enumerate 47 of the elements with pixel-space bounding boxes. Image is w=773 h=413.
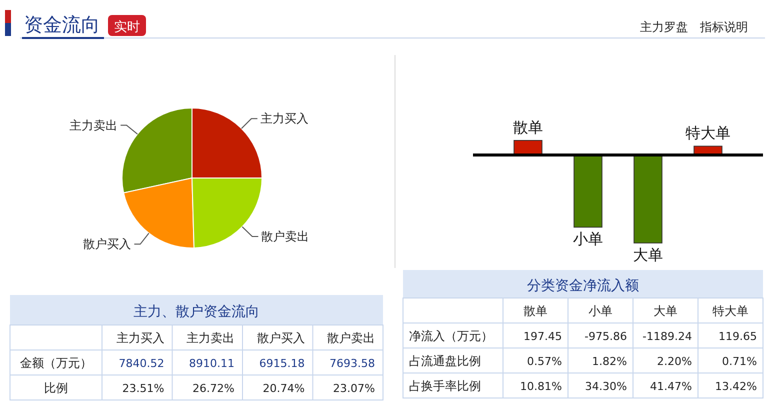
text: 23.51% [122, 382, 164, 395]
category-label: 主力买入 [116, 331, 164, 345]
text: 净流入（万元） [409, 329, 493, 343]
x-tick-label: 小单 [588, 304, 612, 318]
text: 20.74% [262, 382, 305, 395]
text: 6915.18 [259, 357, 305, 370]
text: 2.20% [657, 355, 692, 368]
text: 占流通盘比例 [409, 354, 481, 368]
category-label: 特大单 [686, 124, 730, 142]
text: 指标说明 [699, 20, 748, 34]
text: 比例 [44, 381, 68, 395]
text: 23.07% [333, 382, 375, 395]
chart-title: 资金流向 [24, 14, 100, 36]
text: 金额（万元） [20, 356, 92, 370]
text: 8910.11 [189, 357, 234, 370]
category-label: 散户卖出 [327, 331, 375, 345]
text: 占换手率比例 [409, 379, 481, 393]
text: 主力、散户资金流向 [134, 304, 260, 320]
x-tick-label: 大单 [654, 304, 678, 318]
data-label: -975.86 [584, 330, 627, 343]
data-label: 119.65 [718, 330, 757, 343]
text: 34.30% [585, 380, 627, 393]
text: 7693.58 [330, 357, 375, 370]
text: 实时 [114, 20, 140, 35]
text: 0.71% [722, 355, 757, 368]
slice-label: 主力买入 [260, 112, 308, 126]
x-tick-label: 散单 [524, 304, 548, 318]
text: 1.82% [592, 355, 627, 368]
text: 分类资金净流入额 [527, 278, 639, 294]
text: 0.57% [527, 355, 562, 368]
category-label: 小单 [573, 230, 603, 248]
category-label: 散单 [513, 118, 543, 136]
x-tick-label: 特大单 [712, 304, 748, 318]
slice-label: 主力卖出 [70, 118, 118, 132]
text: 41.47% [650, 380, 692, 393]
text: 10.81% [520, 380, 562, 393]
text: 主力罗盘 [640, 20, 688, 34]
slice-label: 散户卖出 [261, 230, 310, 244]
text: 7840.52 [118, 357, 164, 370]
slice-label: 散户买入 [83, 237, 132, 252]
category-label: 大单 [633, 246, 663, 264]
category-label: 主力卖出 [186, 331, 234, 345]
text: 13.42% [715, 380, 757, 393]
text: 26.72% [192, 382, 234, 395]
data-label: 197.45 [524, 330, 562, 343]
category-label: 散户买入 [256, 331, 305, 345]
data-label: -1189.24 [642, 330, 692, 343]
